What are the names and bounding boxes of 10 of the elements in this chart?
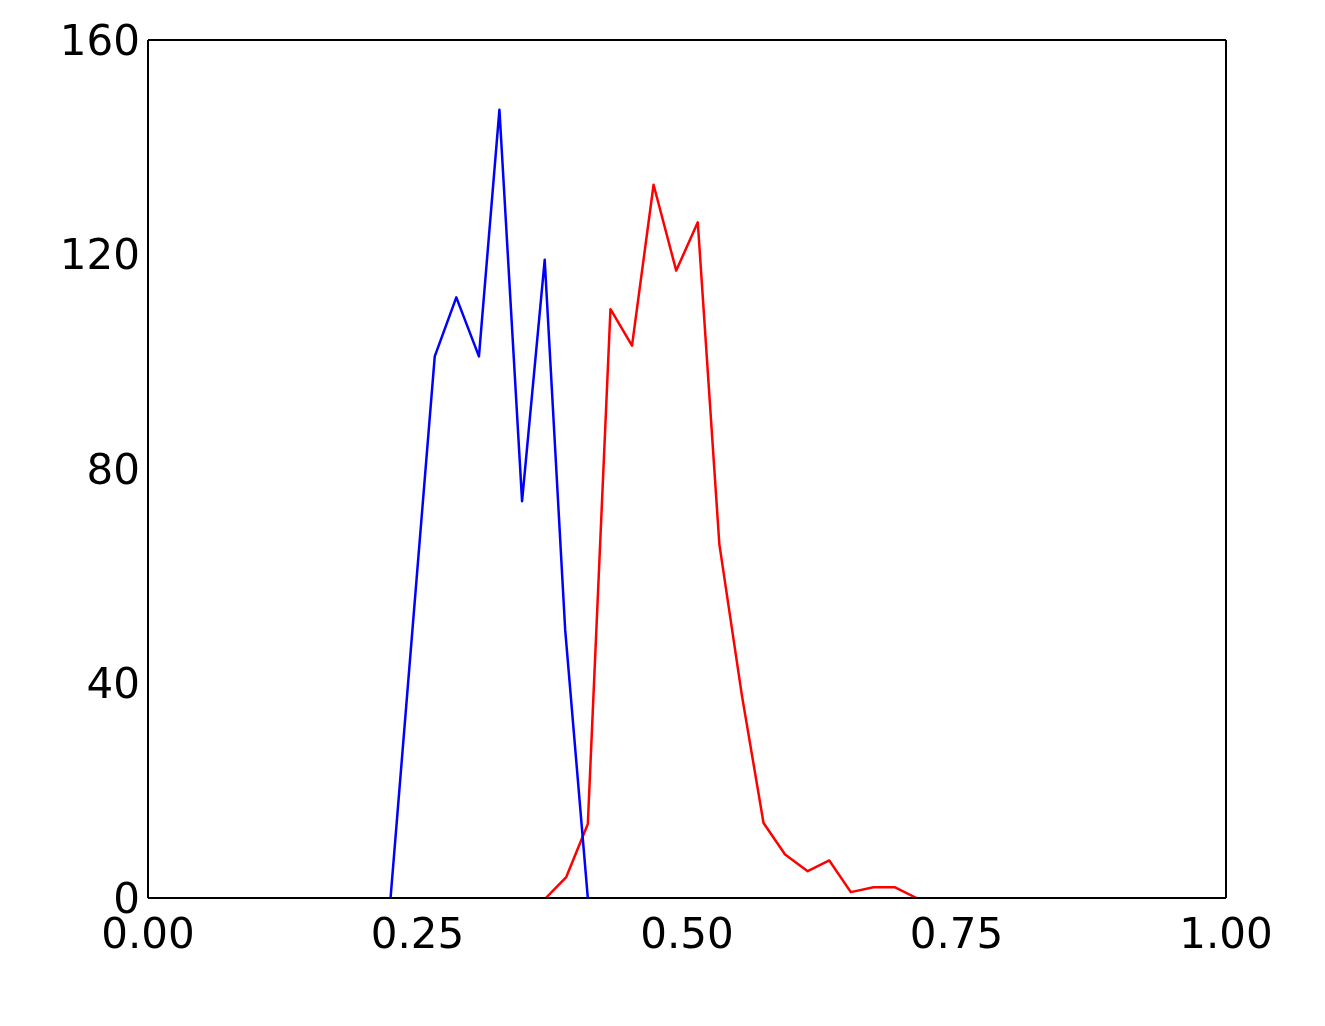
x-tick-label: 0.25: [370, 908, 465, 958]
y-tick-label: 80: [86, 444, 140, 494]
y-tick-label: 120: [59, 230, 140, 280]
x-tick-label: 0.50: [640, 908, 734, 958]
y-tick-label: 40: [86, 659, 140, 709]
x-tick-label: 0.75: [909, 908, 1004, 958]
y-tick-label: 160: [59, 15, 140, 65]
x-tick-label: 1.00: [1179, 908, 1273, 958]
line-series: [544, 183, 918, 898]
line-series: [389, 108, 590, 898]
